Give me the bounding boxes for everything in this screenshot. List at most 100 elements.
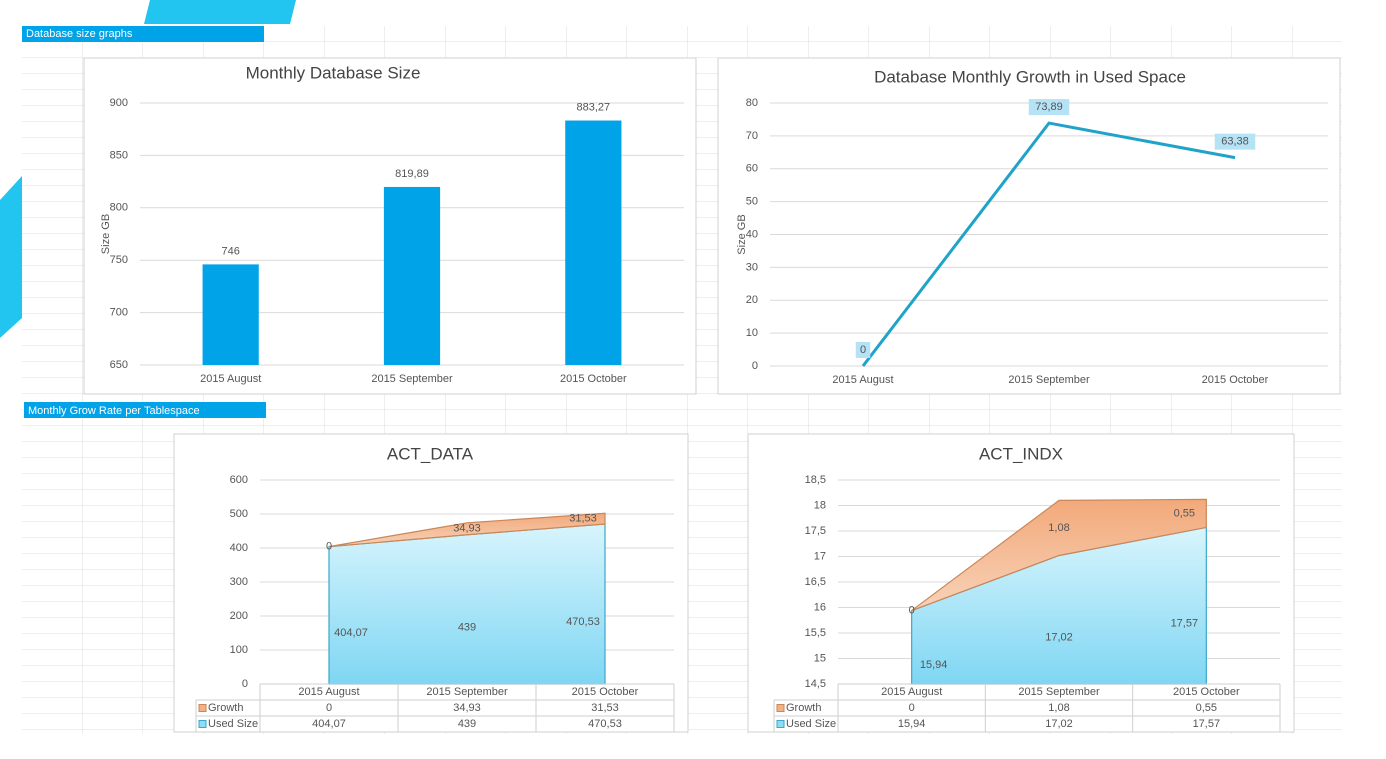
table-cell: 0	[909, 702, 915, 714]
table-cell: 34,93	[453, 702, 481, 714]
y-tick-label: 17,5	[805, 525, 826, 537]
y-tick-label: 500	[230, 508, 248, 520]
data-label: 31,53	[569, 513, 597, 525]
y-tick-label: 15,5	[805, 627, 826, 639]
legend-label: Growth	[208, 702, 243, 714]
y-tick-label: 16,5	[805, 576, 826, 588]
data-label: 404,07	[334, 627, 368, 639]
x-tick-label: 2015 September	[1008, 374, 1090, 386]
data-label: 63,38	[1221, 136, 1249, 148]
y-axis-label: Size GB	[100, 214, 112, 254]
legend-swatch	[776, 720, 785, 728]
x-tick-label: 2015 September	[371, 373, 453, 385]
data-label: 17,02	[1045, 632, 1073, 644]
y-tick-label: 600	[230, 474, 248, 486]
y-tick-label: 70	[746, 130, 758, 142]
table-cell: 17,57	[1193, 718, 1221, 730]
chart-title: Monthly Database Size	[246, 63, 421, 82]
x-tick-label: 2015 September	[1018, 686, 1100, 698]
table-cell: 404,07	[312, 718, 346, 730]
table-cell: 439	[458, 718, 476, 730]
data-label: 15,94	[920, 659, 948, 671]
decor-shape	[144, 0, 296, 24]
y-tick-label: 50	[746, 196, 758, 208]
bar	[383, 186, 441, 365]
chart-title: Database Monthly Growth in Used Space	[874, 67, 1186, 86]
section-header	[22, 26, 264, 42]
data-label: 73,89	[1035, 101, 1063, 113]
y-tick-label: 18,5	[805, 474, 826, 486]
x-tick-label: 2015 October	[560, 373, 627, 385]
chart-title: ACT_INDX	[979, 444, 1063, 463]
y-tick-label: 17	[814, 550, 826, 562]
legend-swatch	[198, 720, 207, 728]
section-title: Database size graphs	[26, 28, 133, 40]
table-cell: 0	[326, 702, 332, 714]
legend-swatch	[198, 704, 207, 712]
y-tick-label: 0	[752, 360, 758, 372]
chart-title: ACT_DATA	[387, 444, 474, 463]
area	[328, 512, 606, 548]
x-tick-label: 2015 September	[426, 686, 508, 698]
data-label: 0	[909, 604, 915, 616]
data-label-box	[1028, 99, 1070, 116]
legend-label: Used Size	[208, 718, 258, 730]
y-tick-label: 900	[110, 97, 128, 109]
y-tick-label: 15	[814, 652, 826, 664]
legend-label: Growth	[786, 702, 821, 714]
data-label: 746	[221, 245, 239, 257]
y-tick-label: 30	[746, 261, 758, 273]
y-tick-label: 300	[230, 576, 248, 588]
y-tick-label: 40	[746, 228, 758, 240]
y-tick-label: 60	[746, 163, 758, 175]
section-header	[24, 402, 266, 418]
table-cell: 15,94	[898, 718, 926, 730]
table-cell: 31,53	[591, 702, 619, 714]
section-title: Monthly Grow Rate per Tablespace	[28, 405, 200, 417]
x-tick-label: 2015 August	[200, 373, 261, 385]
data-label-box	[855, 342, 871, 358]
y-tick-label: 20	[746, 294, 758, 306]
y-tick-label: 100	[230, 644, 248, 656]
table-cell: 17,02	[1045, 718, 1073, 730]
x-tick-label: 2015 October	[572, 686, 639, 698]
bar	[565, 120, 622, 365]
y-tick-label: 80	[746, 97, 758, 109]
table-cell: 470,53	[588, 718, 622, 730]
data-label: 439	[458, 621, 476, 633]
data-label: 0	[860, 344, 866, 356]
data-label: 819,89	[395, 168, 429, 180]
data-label-box	[1214, 133, 1256, 150]
data-label: 883,27	[577, 101, 611, 113]
area	[328, 523, 606, 685]
y-tick-label: 700	[110, 307, 128, 319]
x-tick-label: 2015 October	[1202, 374, 1269, 386]
data-label: 1,08	[1048, 522, 1069, 534]
y-tick-label: 10	[746, 327, 758, 339]
y-tick-label: 750	[110, 254, 128, 266]
data-label: 470,53	[566, 616, 600, 628]
y-tick-label: 16	[814, 601, 826, 613]
y-tick-label: 14,5	[805, 678, 826, 690]
area	[911, 498, 1207, 612]
data-label: 0,55	[1174, 507, 1195, 519]
x-tick-label: 2015 October	[1173, 686, 1240, 698]
y-tick-label: 800	[110, 202, 128, 214]
table-cell: 1,08	[1048, 702, 1069, 714]
decor-shape	[0, 176, 22, 338]
y-tick-label: 850	[110, 149, 128, 161]
bar	[202, 264, 259, 365]
x-tick-label: 2015 August	[832, 374, 893, 386]
y-tick-label: 400	[230, 542, 248, 554]
data-label: 17,57	[1171, 618, 1199, 630]
y-tick-label: 0	[242, 678, 248, 690]
legend-swatch	[776, 704, 785, 712]
legend-label: Used Size	[786, 718, 836, 730]
x-tick-label: 2015 August	[881, 686, 942, 698]
y-tick-label: 200	[230, 610, 248, 622]
line	[861, 121, 1236, 367]
x-tick-label: 2015 August	[298, 686, 359, 698]
